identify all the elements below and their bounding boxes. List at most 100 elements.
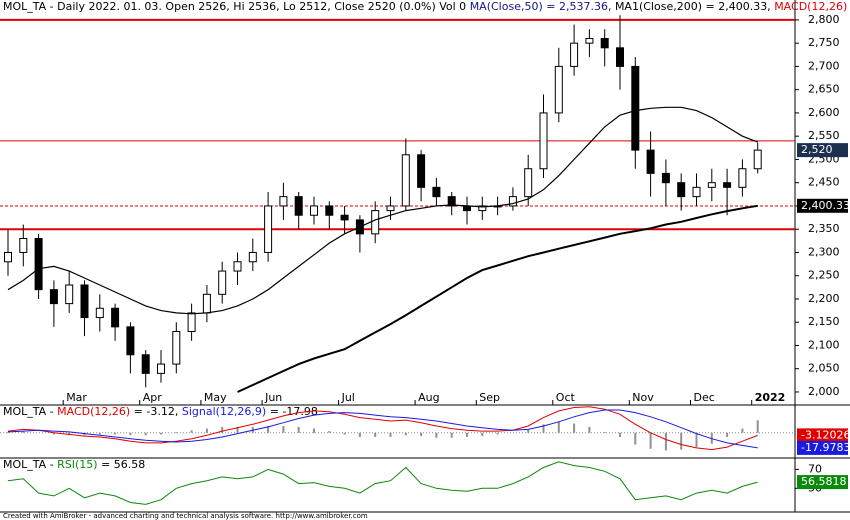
histogram-bar [221,426,224,433]
candle-body [141,354,150,374]
y-tick-label: 2,600 [808,106,840,119]
histogram-bar [52,432,55,435]
y-tick-label: 2,100 [808,338,840,351]
histogram-bar [726,432,729,437]
histogram-bar [420,432,423,437]
histogram-bar [98,432,101,435]
candle-body [508,196,517,207]
candle-body [539,112,548,170]
x-tick-label: Jul [341,391,355,404]
x-tick-label: Nov [632,391,654,404]
histogram-bar [695,432,698,448]
histogram-bar [756,420,759,433]
panel-title: MOL_TA - Daily 2022. 01. 03. Open 2526, … [3,0,850,13]
histogram-bar [557,421,560,433]
histogram-bar [313,428,315,433]
candle-body [202,293,211,314]
candle-body [401,154,410,207]
candle-body [218,270,227,295]
x-tick-label: Aug [418,391,439,404]
histogram-bar [389,432,392,437]
histogram-bar [634,432,637,445]
candle-body [49,289,58,305]
candle-body [386,205,395,212]
candle-body [34,237,43,291]
candle-body [661,172,670,184]
histogram-bar [450,432,453,438]
candle-body [310,205,318,216]
candle-body [707,182,716,188]
candle-body [264,205,273,253]
histogram-bar [144,432,147,436]
y-tick-label: 2,050 [808,362,840,375]
series-line [7,461,758,505]
title-segment: MACD(12,26) [57,405,130,418]
series-line [237,204,758,393]
title-segment: MA1(Close,200) = 2,400.33, [615,0,774,13]
y-tick-label: 2,650 [808,83,840,96]
histogram-bar [588,426,591,433]
histogram-bar [435,432,438,438]
x-tick-label: Mar [66,391,87,404]
y-tick-label: 70 [808,462,822,475]
histogram-bar [129,432,132,436]
y-tick-label: 2,800 [808,13,840,26]
title-segment: = 56.58 [98,458,146,471]
title-segment: MA(Close,50) = 2,537.36, [470,0,615,13]
y-tick-label: 2,250 [808,269,840,282]
y-tick-label: 2,700 [808,59,840,72]
footer: Created with AmiBroker - advanced charti… [3,512,368,520]
candle-body [631,65,640,151]
candle-body [570,42,579,67]
candle-body [554,65,563,114]
value-badge [797,198,848,213]
histogram-bar [328,431,331,433]
y-tick-label: 2,750 [808,36,840,49]
series-line [7,409,758,449]
candle-body [600,38,609,49]
title-segment: Signal(12,26,9) [182,405,266,418]
candle-body [723,182,732,188]
value-badge [797,440,848,455]
y-tick-label: 2,450 [808,176,840,189]
histogram-bar [481,432,484,437]
candle-body [325,205,334,216]
y-tick-label: 2,350 [808,222,840,235]
y-tick-label: 2,550 [808,129,840,142]
histogram-bar [267,426,270,433]
histogram-bar [664,432,667,451]
candle-body [585,38,594,44]
candle-body [111,307,120,328]
candle-body [172,331,181,365]
histogram-bar [282,426,285,433]
histogram-bar [343,432,346,435]
histogram-bar [619,432,621,437]
candle-body [524,168,533,198]
histogram-bar [466,432,468,437]
candle-body [478,205,487,212]
histogram-bar [404,432,407,436]
x-tick-label: Sep [479,391,500,404]
x-tick-label: Jun [264,391,282,404]
histogram-bar [236,426,239,433]
panel-title: MOL_TA - RSI(15) = 56.58 [3,458,145,471]
histogram-bar [527,429,530,433]
candle-body [417,154,426,188]
candle-body [447,196,456,207]
histogram-bar [358,432,361,437]
candle-body [157,363,165,374]
value-badge-label: -17.9783 [801,441,850,454]
candle-body [616,47,624,67]
y-tick-label: 2,000 [808,385,840,398]
candle-body [294,196,303,216]
y-tick-label: 2,300 [808,245,840,258]
candle-body [4,251,12,263]
histogram-bar [649,432,652,449]
histogram-bar [114,432,117,435]
histogram-bar [573,423,576,433]
x-tick-label: Apr [143,391,163,404]
y-tick-label: 2,150 [808,315,840,328]
title-segment: MOL_TA - [3,458,57,471]
